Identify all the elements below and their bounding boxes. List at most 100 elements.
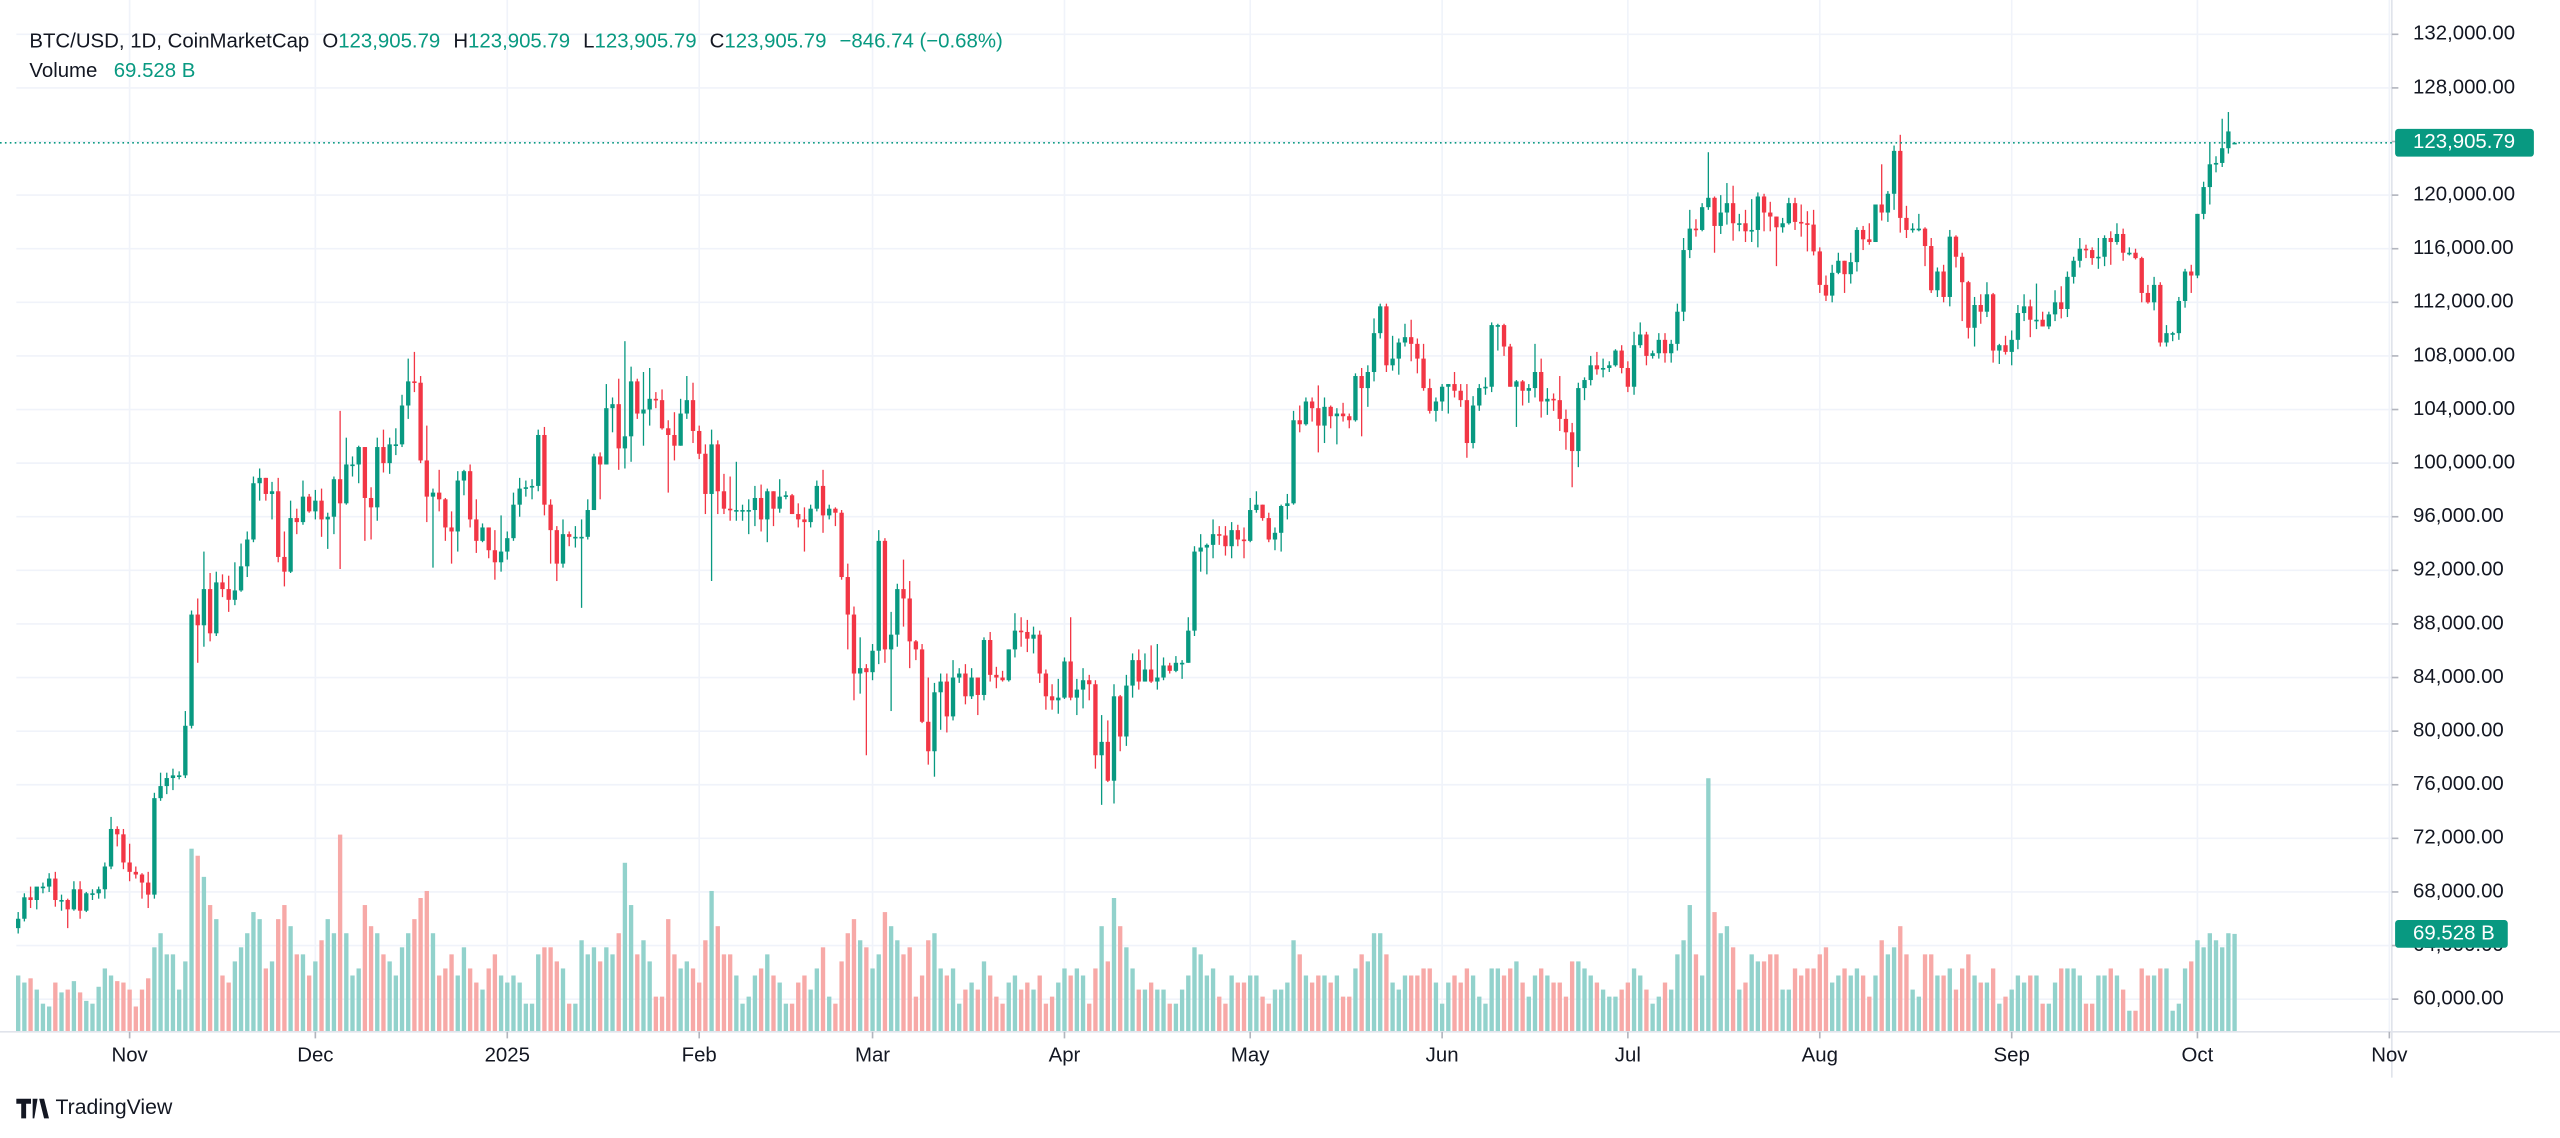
volume-bar (84, 1000, 89, 1032)
volume-bar (864, 947, 869, 1032)
candle-body (1155, 677, 1160, 682)
volume-bar (1074, 968, 1080, 1032)
volume-bar (2102, 975, 2107, 1032)
volume-bar (207, 905, 213, 1032)
volume-bar (1217, 996, 1222, 1032)
candle-body (226, 589, 231, 600)
candle-body (356, 447, 361, 465)
volume-bar (139, 989, 145, 1032)
y-tick-label: 112,000.00 (2413, 291, 2514, 313)
volume-bar (1990, 968, 1996, 1032)
candle-body (1285, 503, 1290, 507)
candle-body (393, 444, 399, 447)
volume-bar (542, 947, 547, 1032)
candle-body (1941, 271, 1946, 297)
volume-bar (659, 996, 665, 1032)
candle-body (449, 527, 454, 532)
candle-body (84, 893, 89, 911)
candle-body (22, 897, 27, 919)
candle-body (1743, 223, 1748, 232)
brand-logo[interactable]: TradingView (16, 1096, 173, 1119)
candle-body (176, 775, 182, 777)
candle-body (1316, 408, 1321, 426)
volume-bar (1910, 989, 1915, 1032)
volume-bar (1823, 947, 1829, 1032)
volume-bar (189, 848, 194, 1032)
candle-body (938, 681, 943, 693)
candle-body (2071, 260, 2076, 277)
candle-body (1774, 216, 1779, 228)
volume-bar (2046, 1003, 2052, 1032)
volume-bar (882, 912, 888, 1032)
volume-bar (201, 876, 207, 1032)
volume-bar (1260, 996, 1265, 1032)
volume-bar (1854, 968, 1860, 1032)
legend-volume: Volume 69.528 B (29, 60, 195, 82)
candle-body (1656, 339, 1661, 354)
candle-body (1402, 337, 1408, 343)
volume-bar (2071, 968, 2076, 1032)
volume-bar (2182, 968, 2188, 1032)
candle-body (1563, 418, 1569, 433)
volume-bar (1223, 1003, 1228, 1032)
volume-bar (597, 961, 603, 1032)
candle-body (1910, 228, 1915, 231)
volume-bar (492, 954, 498, 1032)
candle-body (1842, 260, 1847, 275)
volume-bar (1278, 989, 1284, 1032)
volume-bar (1755, 961, 1761, 1032)
candle-body (1142, 669, 1148, 682)
volume-bar (1093, 968, 1098, 1032)
volume-bar (158, 933, 163, 1032)
volume-bar (1384, 954, 1389, 1032)
volume-bar (393, 975, 399, 1032)
volume-bar (1588, 975, 1593, 1032)
candle-body (1049, 696, 1055, 701)
volume-bar (653, 996, 659, 1032)
candle-body (1390, 358, 1395, 366)
candle-body (1272, 532, 1278, 540)
candle-body (901, 589, 906, 599)
volume-bar (1699, 975, 1705, 1032)
volume-bar (1613, 996, 1618, 1032)
volume-bar (226, 982, 231, 1032)
candle-body (1625, 367, 1631, 387)
candle-body (46, 878, 52, 887)
volume-bar (616, 933, 621, 1032)
candle-body (492, 550, 498, 563)
volume-bar (1662, 982, 1668, 1032)
volume-bar (1749, 954, 1754, 1032)
volume-bar (1650, 1003, 1655, 1032)
y-tick-label: 72,000.00 (2413, 827, 2504, 849)
x-tick-label: Aug (1802, 1045, 1838, 1067)
volume-bar (2195, 940, 2200, 1032)
candle-body (975, 677, 980, 695)
volume-bar (1439, 1003, 1445, 1032)
ohlc-value: 123,905.79 (338, 31, 440, 53)
volume-bar (34, 989, 39, 1032)
candle-body (585, 510, 590, 537)
volume-bar (1953, 989, 1959, 1032)
candle-body (1062, 661, 1067, 698)
volume-bar (579, 940, 584, 1032)
volume-bar (752, 975, 758, 1032)
candle-body (1600, 367, 1606, 370)
candle-body (765, 491, 770, 520)
volume-bar (963, 989, 968, 1032)
volume-bar (833, 1003, 838, 1032)
volume-bar (480, 989, 485, 1032)
candle-body (1650, 353, 1655, 356)
volume-bar (1805, 968, 1810, 1032)
volume-bar (121, 982, 126, 1032)
candle-body (2034, 319, 2039, 322)
volume-bar (1235, 982, 1240, 1032)
volume-bar (2003, 996, 2008, 1032)
x-tick-label: Oct (2182, 1045, 2214, 1067)
candle-body (1898, 150, 1903, 218)
volume-bar (1978, 982, 1983, 1032)
candle-body (820, 485, 826, 516)
candle-body (1118, 696, 1123, 737)
volume-bar (858, 940, 863, 1032)
volume-bar (1155, 989, 1160, 1032)
candle-body (1829, 272, 1835, 296)
